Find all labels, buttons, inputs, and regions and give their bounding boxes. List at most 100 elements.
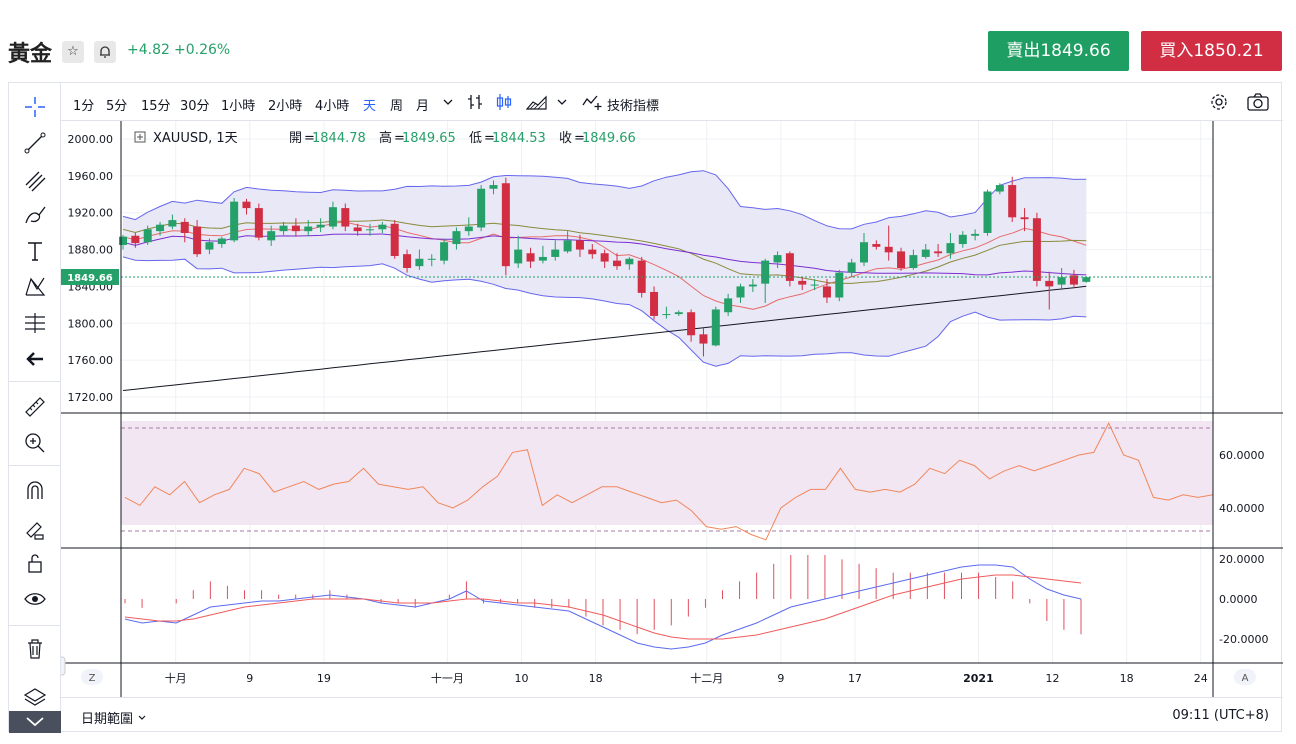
timeframe-5m[interactable]: 5分 bbox=[106, 99, 128, 114]
price-tick-label: 1720.00 bbox=[68, 391, 114, 404]
macd-signal-line bbox=[124, 574, 1082, 640]
timeframe-1h[interactable]: 1小時 bbox=[221, 99, 256, 114]
buy-button[interactable]: 買入1850.21 bbox=[1141, 31, 1282, 71]
crosshair-icon[interactable] bbox=[21, 93, 49, 121]
last-price-tag bbox=[61, 269, 119, 285]
pattern-icon[interactable] bbox=[21, 273, 49, 301]
timeframe-30m[interactable]: 30分 bbox=[180, 99, 210, 114]
chevron-down-icon[interactable] bbox=[441, 95, 455, 109]
candle-body bbox=[267, 231, 276, 241]
area-chart-icon[interactable] bbox=[526, 93, 548, 111]
legend-open-value: 1844.78 bbox=[312, 131, 366, 146]
candle-body bbox=[254, 208, 263, 238]
legend-high-value: 1849.65 bbox=[402, 131, 456, 146]
candle-body bbox=[613, 260, 621, 267]
lock-drawing-icon[interactable] bbox=[21, 513, 49, 541]
page-title: 黃金 bbox=[8, 42, 53, 67]
candle-body bbox=[477, 188, 486, 228]
time-tick-label: 9 bbox=[777, 672, 784, 685]
timeframe-month[interactable]: 月 bbox=[416, 99, 430, 114]
drawing-toolbar bbox=[9, 83, 61, 733]
candles-chart-icon[interactable] bbox=[495, 93, 513, 111]
indicators-button[interactable]: 技術指標 bbox=[607, 99, 660, 114]
candle-body bbox=[403, 254, 412, 268]
candle-body bbox=[872, 244, 881, 247]
price-tick-label: 1920.00 bbox=[68, 207, 114, 220]
ruler-icon[interactable] bbox=[21, 393, 49, 421]
candle-body bbox=[588, 249, 597, 255]
candle-body bbox=[822, 286, 831, 298]
layers-icon[interactable] bbox=[21, 683, 49, 711]
candle-body bbox=[600, 253, 609, 262]
timeframe-1m[interactable]: 1分 bbox=[73, 99, 95, 114]
text-tool-icon[interactable] bbox=[21, 237, 49, 265]
timeframe-4h[interactable]: 4小時 bbox=[315, 99, 350, 114]
bars-chart-icon[interactable] bbox=[466, 93, 484, 111]
collapse-handle[interactable] bbox=[61, 656, 66, 676]
candle-body bbox=[1032, 218, 1041, 281]
timeframe-2h[interactable]: 2小時 bbox=[268, 99, 303, 114]
candle-body bbox=[1057, 277, 1066, 285]
eye-icon[interactable] bbox=[21, 585, 49, 613]
star-icon[interactable]: ☆ bbox=[62, 41, 84, 63]
timeframe-day[interactable]: 天 bbox=[363, 99, 377, 114]
candle-body bbox=[958, 234, 967, 245]
candle-body bbox=[785, 253, 794, 281]
time-tick-label: 2021 bbox=[963, 672, 994, 685]
brush-icon[interactable] bbox=[21, 201, 49, 229]
fib-icon[interactable] bbox=[21, 165, 49, 193]
chart-area[interactable]: 2000.001960.001920.001880.001840.001800.… bbox=[61, 121, 1283, 697]
bottom-bar: 日期範圍 09:11 (UTC+8) bbox=[61, 697, 1283, 733]
candle-body bbox=[1008, 185, 1017, 218]
magnet-icon[interactable] bbox=[21, 477, 49, 505]
candle-body bbox=[316, 224, 325, 228]
zoom-reset-button[interactable] bbox=[81, 669, 103, 685]
rsi-tick-label: 60.0000 bbox=[1219, 449, 1265, 462]
candle-body bbox=[687, 312, 696, 336]
back-arrow-icon[interactable] bbox=[21, 345, 49, 373]
timeframe-week[interactable]: 周 bbox=[390, 99, 404, 114]
timeframe-15m[interactable]: 15分 bbox=[141, 99, 171, 114]
candle-body bbox=[810, 284, 819, 286]
candle-body bbox=[773, 255, 782, 263]
rsi-band bbox=[121, 421, 1213, 525]
expand-icon[interactable] bbox=[134, 131, 146, 143]
legend-eq: = bbox=[484, 131, 495, 146]
candle-body bbox=[860, 242, 868, 263]
candle-body bbox=[798, 280, 807, 285]
candle-body bbox=[971, 233, 980, 236]
legend-close-value: 1849.66 bbox=[582, 131, 636, 146]
unlock-icon[interactable] bbox=[21, 549, 49, 577]
rsi-line bbox=[124, 422, 1214, 541]
forecast-icon[interactable] bbox=[21, 309, 49, 337]
trash-icon[interactable] bbox=[21, 635, 49, 663]
candle-body bbox=[514, 249, 523, 264]
auto-scale-button[interactable] bbox=[1234, 669, 1256, 685]
chevron-down-icon[interactable] bbox=[555, 95, 569, 109]
price-tick-label: 1960.00 bbox=[68, 170, 114, 183]
settings-icon[interactable] bbox=[1209, 92, 1229, 112]
header: 黃金 ☆ +4.82 +0.26% 賣出1849.66 買入1850.21 bbox=[0, 0, 1296, 82]
legend-symbol[interactable]: XAUUSD, 1天 bbox=[153, 131, 238, 146]
trend-line-icon[interactable] bbox=[21, 129, 49, 157]
legend-low-value: 1844.53 bbox=[492, 131, 546, 146]
sell-button[interactable]: 賣出1849.66 bbox=[988, 31, 1129, 71]
zoom-in-icon[interactable] bbox=[21, 429, 49, 457]
candle-body bbox=[242, 201, 251, 209]
candle-body bbox=[1082, 277, 1091, 282]
price-tick-label: 2000.00 bbox=[68, 133, 114, 146]
date-range-button[interactable]: 日期範圍 bbox=[81, 708, 147, 727]
candle-body bbox=[674, 312, 683, 315]
candle-body bbox=[131, 235, 140, 244]
candle-body bbox=[143, 229, 152, 243]
camera-icon[interactable] bbox=[1247, 92, 1269, 112]
candle-body bbox=[995, 185, 1004, 192]
collapse-toolbar-button[interactable] bbox=[9, 711, 61, 733]
indicators-icon[interactable] bbox=[582, 93, 604, 111]
candle-body bbox=[328, 207, 337, 227]
bell-icon[interactable] bbox=[94, 41, 116, 63]
time-tick-label: 18 bbox=[1120, 672, 1134, 685]
bollinger-lower bbox=[122, 256, 1087, 367]
legend-eq: = bbox=[574, 131, 585, 146]
candle-body bbox=[205, 242, 214, 250]
